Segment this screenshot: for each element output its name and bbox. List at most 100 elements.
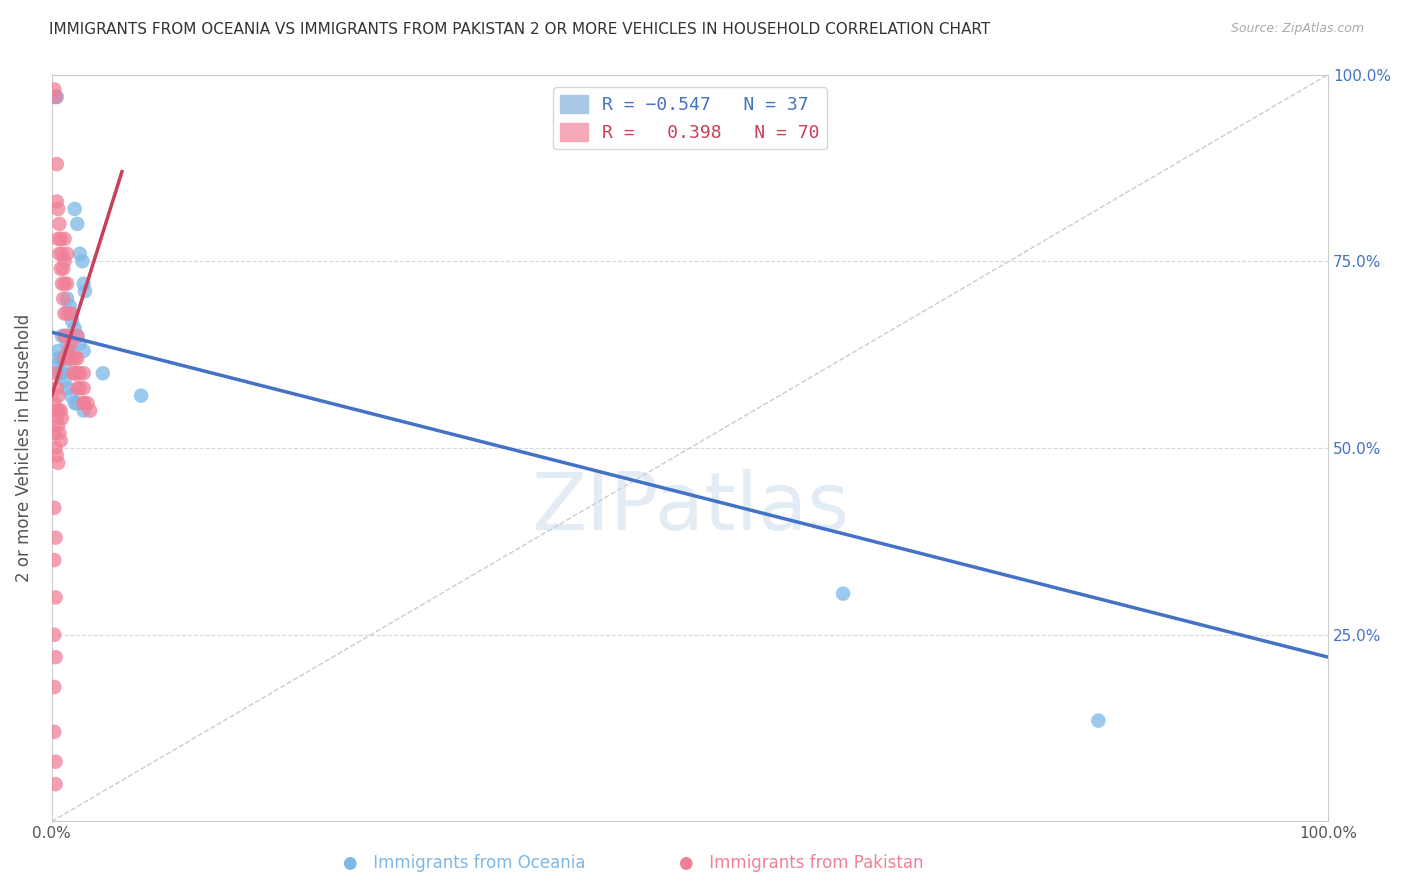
Point (46, 456, 69, 470)
Point (53, 277, 76, 291)
Point (53, 254, 76, 268)
Point (73, 403, 96, 417)
Point (52, 261, 75, 276)
Point (60, 351, 83, 366)
Point (45, 591, 67, 605)
Point (51, 411, 73, 425)
Point (44, 628, 66, 642)
Point (91, 366, 114, 380)
Point (45, 650, 67, 665)
Point (45, 194, 67, 209)
Point (45, 777, 67, 791)
Point (66, 381, 89, 395)
Point (53, 329, 76, 343)
Point (48, 247, 70, 261)
Point (53, 307, 76, 321)
Point (51, 366, 73, 380)
Point (44, 680, 66, 694)
Point (53, 329, 76, 343)
Point (53, 232, 76, 246)
Point (51, 329, 73, 343)
Point (59, 389, 82, 403)
Point (59, 343, 82, 358)
Point (79, 403, 101, 417)
Point (56, 336, 79, 351)
Legend: R = −0.547   N = 37, R =   0.398   N = 70: R = −0.547 N = 37, R = 0.398 N = 70 (553, 87, 827, 150)
Point (45, 90, 67, 104)
Point (73, 396, 96, 410)
Point (44, 553, 66, 567)
Text: ●   Immigrants from Pakistan: ● Immigrants from Pakistan (679, 855, 924, 872)
Point (46, 418, 69, 433)
Point (72, 254, 94, 268)
Point (832, 587, 855, 601)
Point (56, 381, 79, 395)
Text: ●   Immigrants from Oceania: ● Immigrants from Oceania (343, 855, 585, 872)
Point (53, 374, 76, 388)
Point (45, 531, 67, 545)
Point (45, 366, 67, 380)
Point (58, 343, 80, 358)
Point (56, 277, 79, 291)
Point (69, 336, 91, 351)
Point (60, 314, 83, 328)
Text: IMMIGRANTS FROM OCEANIA VS IMMIGRANTS FROM PAKISTAN 2 OR MORE VEHICLES IN HOUSEH: IMMIGRANTS FROM OCEANIA VS IMMIGRANTS FR… (49, 22, 990, 37)
Y-axis label: 2 or more Vehicles in Household: 2 or more Vehicles in Household (15, 314, 32, 582)
Point (73, 396, 96, 410)
Point (45, 90, 67, 104)
Point (69, 247, 91, 261)
Point (45, 381, 67, 395)
Point (48, 351, 70, 366)
Point (44, 500, 66, 515)
Point (53, 359, 76, 373)
Point (62, 366, 84, 380)
Point (46, 389, 69, 403)
Point (59, 351, 82, 366)
Text: ZIPatlas: ZIPatlas (531, 468, 849, 547)
Point (63, 396, 86, 410)
Point (56, 292, 79, 306)
Point (73, 343, 96, 358)
Point (46, 343, 69, 358)
Point (46, 232, 69, 246)
Point (59, 307, 82, 321)
Point (63, 321, 86, 335)
Point (45, 403, 67, 417)
Point (69, 366, 91, 380)
Point (1087, 714, 1109, 728)
Point (48, 366, 70, 380)
Point (56, 329, 79, 343)
Point (45, 157, 67, 171)
Point (73, 277, 96, 291)
Point (44, 396, 66, 410)
Point (66, 366, 89, 380)
Point (49, 403, 72, 417)
Point (63, 202, 86, 216)
Point (49, 232, 72, 246)
Point (45, 359, 67, 373)
Point (48, 217, 70, 231)
Point (56, 307, 79, 321)
Point (49, 261, 72, 276)
Point (44, 425, 66, 440)
Point (56, 247, 79, 261)
Point (76, 396, 98, 410)
Point (51, 247, 73, 261)
Point (45, 449, 67, 463)
Point (44, 724, 66, 739)
Point (45, 441, 67, 455)
Point (48, 425, 70, 440)
Point (73, 284, 96, 298)
Point (51, 351, 73, 366)
Point (66, 329, 89, 343)
Text: Source: ZipAtlas.com: Source: ZipAtlas.com (1230, 22, 1364, 36)
Point (66, 351, 89, 366)
Point (73, 366, 96, 380)
Point (73, 381, 96, 395)
Point (63, 366, 86, 380)
Point (53, 351, 76, 366)
Point (66, 329, 89, 343)
Point (59, 299, 82, 313)
Point (63, 351, 86, 366)
Point (49, 434, 72, 448)
